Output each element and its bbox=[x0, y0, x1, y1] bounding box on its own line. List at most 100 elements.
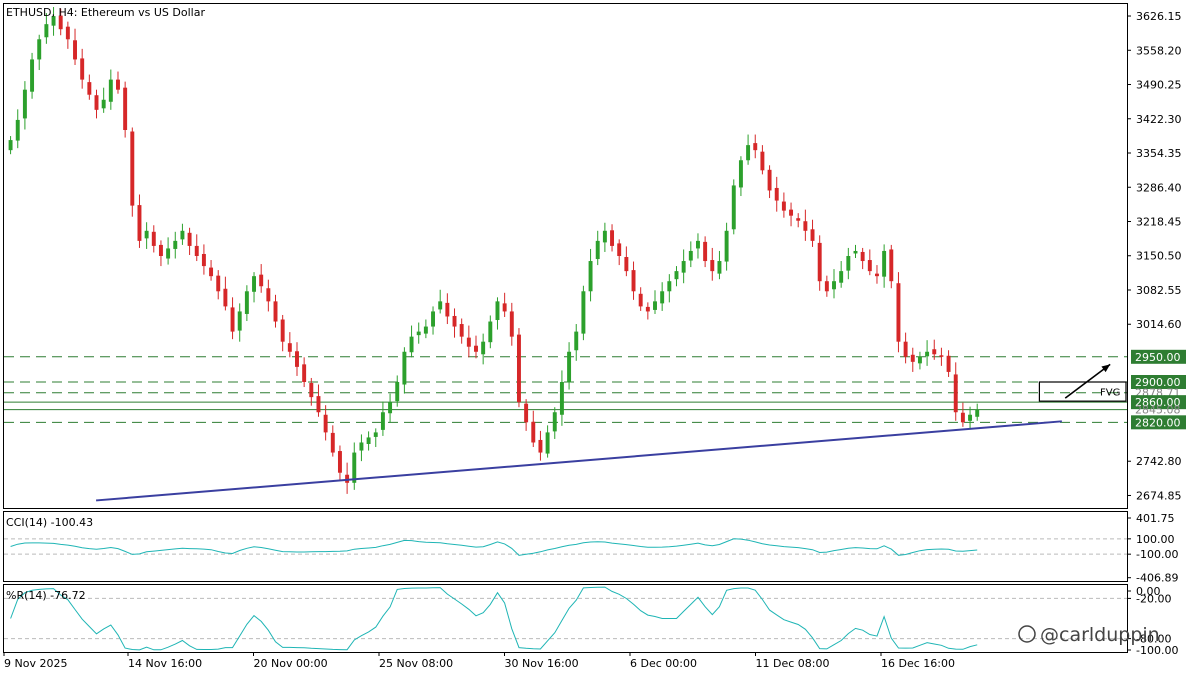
candle-body bbox=[631, 270, 636, 292]
time-tick-label: 20 Nov 00:00 bbox=[254, 657, 328, 670]
candle-body bbox=[466, 337, 471, 347]
candle-body bbox=[896, 283, 901, 342]
candle-body bbox=[402, 351, 407, 385]
candle-body bbox=[731, 185, 736, 230]
cci-tick-label: -100.00 bbox=[1136, 548, 1178, 561]
candle-body bbox=[330, 432, 335, 453]
price-axis: 3626.15 3558.20 3490.25 3422.30 3354.35 3286.… bbox=[1127, 10, 1186, 502]
candle-body bbox=[624, 257, 629, 272]
candle-body bbox=[166, 248, 171, 259]
price-tick-label: 3626.15 bbox=[1136, 10, 1182, 23]
wpr-line bbox=[10, 586, 978, 651]
candle-body bbox=[216, 275, 221, 292]
candle-body bbox=[581, 291, 586, 334]
candle-body bbox=[15, 119, 20, 141]
candle-body bbox=[366, 437, 371, 444]
candle-body bbox=[810, 229, 815, 241]
candle-body bbox=[824, 281, 829, 292]
candle-body bbox=[717, 261, 722, 274]
price-tick-label: 3014.60 bbox=[1136, 318, 1182, 331]
candle-body bbox=[37, 39, 42, 60]
candle-body bbox=[839, 271, 844, 283]
candle-body bbox=[853, 250, 858, 254]
candle-body bbox=[287, 343, 292, 352]
wpr-pane-frame bbox=[3, 584, 1128, 653]
wpr-tick-label: -20.00 bbox=[1136, 592, 1171, 605]
price-tick-label: 3354.35 bbox=[1136, 147, 1182, 160]
candle-body bbox=[65, 26, 70, 40]
arrow-line bbox=[1064, 363, 1111, 399]
level-tag-label: 2950.00 bbox=[1135, 351, 1181, 364]
price-tick-label: 2674.85 bbox=[1136, 489, 1182, 502]
candle-body bbox=[423, 326, 428, 334]
level-tag-label: 2860.00 bbox=[1135, 396, 1181, 409]
candle-body bbox=[545, 432, 550, 454]
candle-body bbox=[531, 421, 536, 443]
candle-body bbox=[309, 383, 314, 398]
candle-body bbox=[230, 307, 235, 332]
candle-body bbox=[767, 169, 772, 191]
candle-body bbox=[574, 331, 579, 351]
time-tick-label: 6 Dec 00:00 bbox=[630, 657, 697, 670]
candle-body bbox=[846, 256, 851, 271]
candle-body bbox=[660, 291, 665, 304]
candle-body bbox=[509, 311, 514, 337]
candle-body bbox=[58, 15, 63, 30]
level-tag-5: 2820.00 bbox=[1131, 415, 1186, 430]
trendline bbox=[96, 420, 1062, 502]
candle-body bbox=[395, 382, 400, 402]
candle-body bbox=[760, 151, 765, 171]
candle-body bbox=[602, 230, 607, 243]
candle-body bbox=[567, 351, 572, 383]
candle-body bbox=[516, 334, 521, 403]
candle-body bbox=[452, 315, 457, 327]
wpr-tick-label: -100.00 bbox=[1136, 644, 1178, 657]
candle-body bbox=[158, 244, 163, 256]
time-tick-label: 30 Nov 16:00 bbox=[505, 657, 579, 670]
candle-body bbox=[774, 187, 779, 201]
candle-body bbox=[30, 59, 35, 92]
candle-body bbox=[910, 354, 915, 362]
price-tick-label: 3422.30 bbox=[1136, 113, 1182, 126]
candle-body bbox=[137, 205, 142, 241]
candle-body bbox=[932, 349, 937, 355]
candle-body bbox=[51, 16, 56, 26]
arrow-head bbox=[1101, 364, 1111, 373]
candle-body bbox=[832, 281, 836, 290]
level-tag-bg bbox=[1131, 395, 1186, 410]
candle-body bbox=[73, 40, 77, 60]
candle-body bbox=[595, 240, 600, 260]
candle-body bbox=[130, 131, 135, 206]
candle-body bbox=[187, 232, 192, 246]
time-tick-label: 16 Dec 16:00 bbox=[881, 657, 955, 670]
candle-body bbox=[266, 288, 271, 302]
candle-body bbox=[388, 402, 393, 414]
candle-body bbox=[144, 230, 149, 239]
candle-body bbox=[194, 245, 199, 256]
candle-body bbox=[373, 432, 378, 437]
candle-body bbox=[524, 403, 529, 423]
horizontal-levels bbox=[4, 356, 1127, 423]
candle-body bbox=[645, 306, 650, 312]
candle-body bbox=[674, 271, 679, 280]
candle-body bbox=[223, 288, 228, 307]
candle-body bbox=[380, 412, 385, 430]
wpr-tick-label: 0.00 bbox=[1136, 585, 1161, 598]
fvg-box bbox=[1038, 381, 1127, 402]
price-tick-label: 3558.20 bbox=[1136, 44, 1182, 57]
candle-body bbox=[803, 221, 808, 231]
fvg-label: FVG bbox=[1100, 388, 1120, 399]
cci-tick-label: 100.00 bbox=[1136, 533, 1175, 546]
watermark: @carlduppin bbox=[1018, 624, 1160, 646]
candle-body bbox=[495, 301, 500, 321]
candle-body bbox=[474, 345, 478, 352]
chart-title: ETHUSD, H4: Ethereum vs US Dollar bbox=[6, 6, 205, 19]
wpr-label: %R(14) -76.72 bbox=[6, 589, 86, 602]
level-tag-bg bbox=[1131, 415, 1186, 430]
candle-body bbox=[917, 356, 922, 364]
level-tag-bg bbox=[1131, 375, 1186, 389]
candle-body bbox=[653, 301, 657, 310]
candle-body bbox=[416, 331, 421, 336]
candle-body bbox=[939, 355, 944, 357]
